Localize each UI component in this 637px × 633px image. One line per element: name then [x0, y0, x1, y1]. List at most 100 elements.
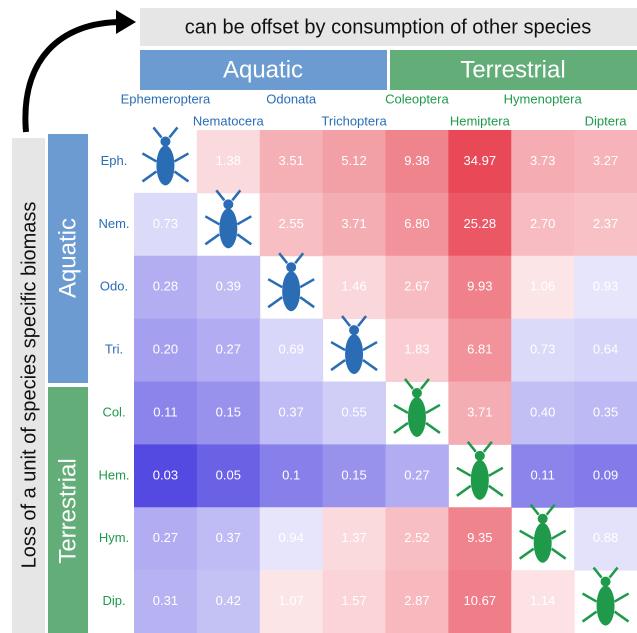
heat-cell: [134, 192, 198, 257]
cell-label: 0.37: [279, 404, 304, 419]
y-title-band: [12, 138, 45, 633]
heat-cell: [259, 381, 324, 445]
heat-cell: [196, 130, 261, 194]
cell-label: 1.83: [404, 342, 429, 357]
cell-label: 3.73: [530, 153, 555, 168]
insect-icon: [474, 450, 485, 461]
cell-label: 0.15: [216, 404, 241, 419]
insect-icon: [330, 315, 378, 372]
cell-label: 3.27: [593, 153, 618, 168]
cell-label: 0.27: [153, 530, 178, 545]
row-group-label: Terrestrial: [54, 458, 81, 563]
cell-label: 1.37: [341, 530, 366, 545]
column-label: Ephemeroptera: [121, 91, 211, 106]
row-label: Hem.: [98, 467, 129, 482]
heat-cell: [134, 570, 198, 633]
row-label: Hym.: [99, 530, 129, 545]
cell-label: 0.55: [341, 404, 366, 419]
heat-cell: [511, 381, 575, 445]
heat-cell: [448, 570, 512, 633]
row-label: Nem.: [98, 216, 129, 231]
row-label: Col.: [102, 404, 125, 419]
row-group-band: [48, 387, 88, 633]
heat-cell: [574, 255, 637, 320]
heat-cell: [385, 570, 449, 633]
x-title: can be offset by consumption of other sp…: [185, 16, 592, 38]
heat-cell: [322, 192, 386, 257]
cell-label: 2.67: [404, 279, 429, 294]
cell-label: 2.37: [593, 216, 618, 231]
heat-cell: [322, 381, 386, 445]
cell-label: 1.06: [530, 279, 555, 294]
heat-cell: [196, 570, 261, 633]
cell-label: 0.31: [153, 593, 178, 608]
row-label: Odo.: [100, 279, 128, 294]
insect-icon: [596, 585, 615, 626]
heat-cell: [196, 255, 261, 320]
cell-label: 0.37: [216, 530, 241, 545]
heat-cell: [259, 444, 324, 508]
cell-label: 0.09: [593, 467, 618, 482]
heat-cell: [322, 255, 386, 320]
insect-icon: [411, 387, 422, 398]
heat-cell: [134, 255, 198, 320]
insect-icon: [223, 199, 234, 210]
cell-label: 1.57: [341, 593, 366, 608]
cell-label: 0.73: [530, 342, 555, 357]
heat-cell: [574, 444, 637, 508]
cell-label: 0.69: [279, 342, 304, 357]
heat-cell: [322, 130, 386, 194]
heat-cell: [574, 318, 637, 382]
heat-cell: [448, 130, 512, 194]
heat-cell: [196, 444, 261, 508]
cell-label: 0.1: [282, 467, 300, 482]
heat-cell: [259, 570, 324, 633]
heat-cell: [259, 192, 324, 257]
heat-cell: [511, 318, 575, 382]
heat-cell: [448, 192, 512, 257]
insect-icon: [349, 325, 360, 336]
heat-cell: [385, 507, 449, 571]
heat-cell: [511, 444, 575, 508]
column-group-label: Aquatic: [223, 56, 303, 83]
insect-icon: [533, 522, 552, 563]
heat-cell: [574, 381, 637, 445]
heat-cell: [259, 318, 324, 382]
insect-icon: [518, 503, 567, 560]
cell-label: 0.73: [153, 216, 178, 231]
insect-icon: [267, 252, 315, 309]
heat-cell: [196, 507, 261, 571]
heat-cell: [134, 318, 198, 382]
heat-cell: [322, 570, 386, 633]
cell-label: 0.15: [341, 467, 366, 482]
cell-label: 3.71: [467, 404, 492, 419]
heat-cell: [322, 507, 386, 571]
heat-cell: [196, 381, 261, 445]
cell-label: 25.28: [464, 216, 497, 231]
cell-label: 2.70: [530, 216, 555, 231]
insect-icon: [156, 145, 175, 186]
column-label: Hemiptera: [450, 113, 511, 128]
heat-cell: [511, 192, 575, 257]
heat-cell: [448, 381, 512, 445]
heat-cell: [134, 381, 198, 445]
heat-cell: [196, 318, 261, 382]
arrow-head: [116, 10, 136, 34]
heat-cell: [511, 130, 575, 194]
cell-label: 2.87: [404, 593, 429, 608]
heat-cell: [259, 130, 324, 194]
cell-label: 0.27: [404, 467, 429, 482]
cell-label: 3.71: [341, 216, 366, 231]
insect-icon: [407, 396, 426, 437]
cell-label: 0.05: [216, 467, 241, 482]
heat-cell: [574, 130, 637, 194]
column-label: Diptera: [585, 113, 628, 128]
heat-cell: [385, 130, 449, 194]
insect-icon: [600, 576, 611, 587]
x-title-band: [140, 8, 637, 46]
cell-label: 1.46: [341, 279, 366, 294]
heat-cell: [448, 255, 512, 320]
cell-label: 0.64: [593, 342, 618, 357]
cell-label: 0.11: [531, 467, 555, 482]
